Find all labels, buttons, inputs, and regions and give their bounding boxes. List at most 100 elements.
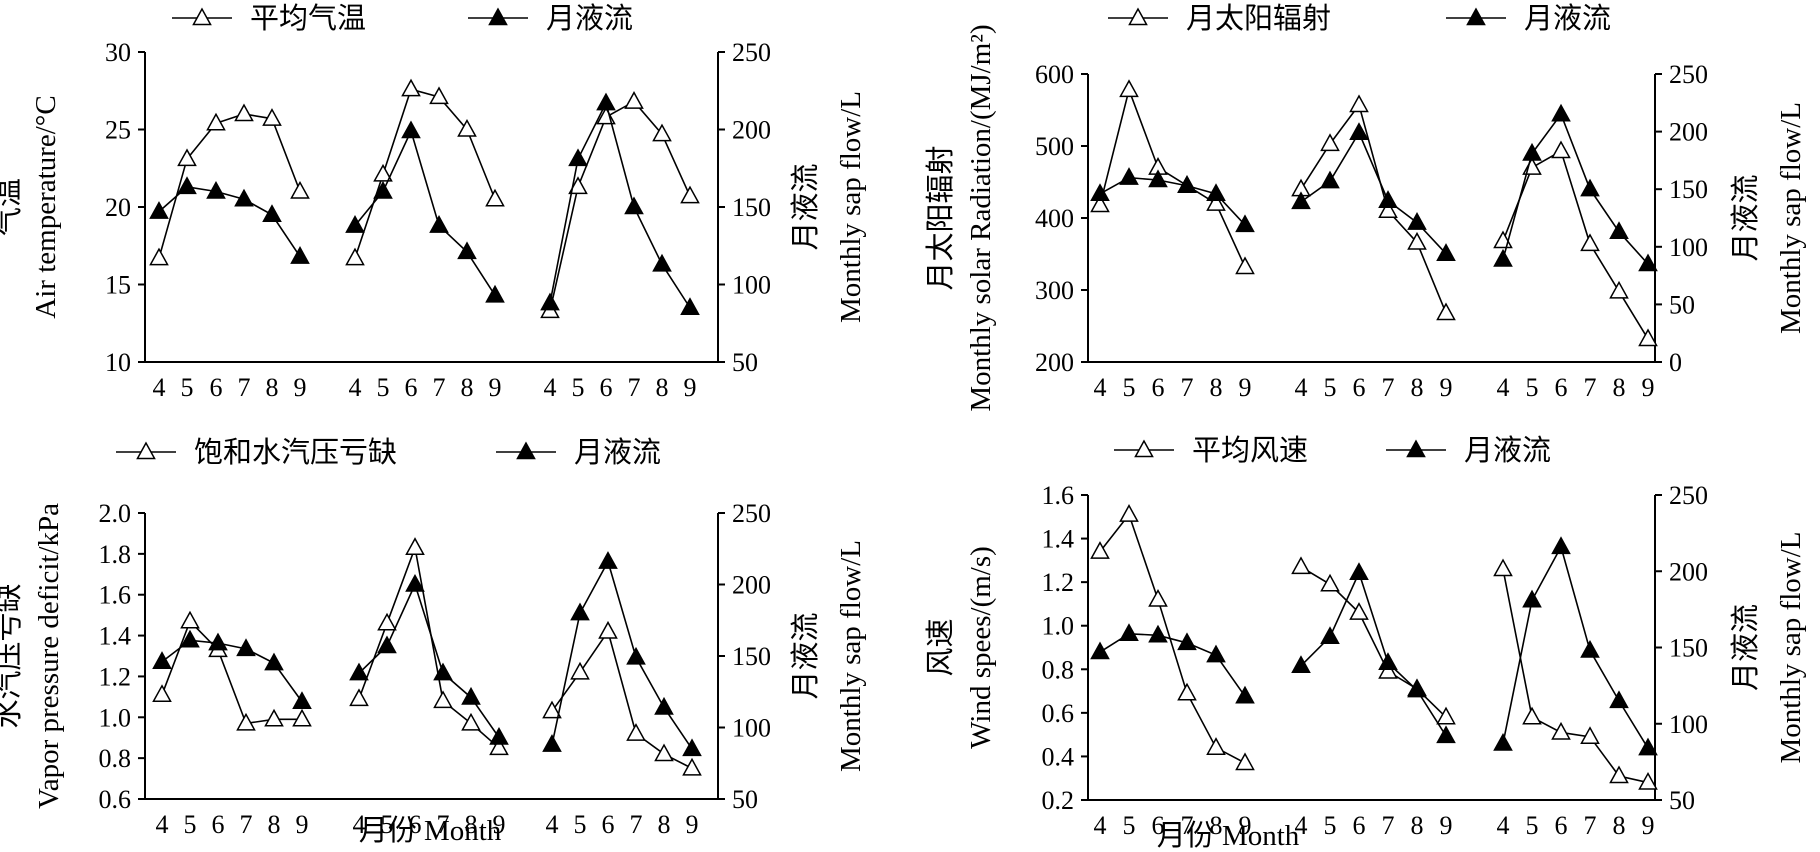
right-tick-label: 100 [732, 714, 771, 743]
data-point [1436, 243, 1456, 261]
data-point [680, 297, 700, 315]
right-tick-label: 50 [1669, 786, 1695, 815]
left-tick-label: 30 [105, 38, 131, 67]
data-point [461, 712, 481, 731]
x-tick-label: 5 [1526, 373, 1539, 402]
data-point [405, 573, 425, 592]
x-tick-label: 9 [1642, 373, 1655, 402]
x-tick-label: 7 [1181, 811, 1194, 840]
legend-label: 月液流 [574, 436, 661, 469]
left-tick-label: 1.0 [99, 703, 132, 732]
data-point [624, 196, 644, 215]
right-tick-label: 250 [732, 499, 771, 528]
x-tick-label: 6 [1152, 373, 1165, 402]
data-point [1090, 183, 1110, 202]
x-tick-label: 7 [238, 373, 251, 402]
x-tick-label: 4 [1497, 373, 1510, 402]
left-tick-label: 1.2 [1042, 568, 1075, 597]
data-point [1206, 644, 1226, 663]
data-point [1320, 626, 1340, 645]
x-tick-label: 8 [656, 373, 669, 402]
data-point [1609, 221, 1629, 240]
left-tick-label: 0.6 [99, 785, 132, 814]
series-line [158, 113, 301, 259]
legend-item: 饱和水汽压亏缺 [116, 436, 397, 469]
data-point [1148, 169, 1168, 188]
data-point [1609, 280, 1629, 299]
x-tick-label: 7 [433, 373, 446, 402]
legend-label: 平均风速 [1192, 434, 1308, 467]
x-tick-label: 8 [465, 810, 478, 839]
legend-item: 月液流 [468, 2, 633, 35]
x-tick-label: 5 [1123, 373, 1136, 402]
left-axis-title-en: Vapor pressure deficit/kPa [33, 503, 65, 809]
data-point [568, 176, 588, 195]
data-point [1148, 589, 1168, 607]
data-point [236, 638, 256, 657]
data-point [1638, 772, 1658, 790]
data-point [262, 108, 282, 126]
x-tick-label: 5 [381, 810, 394, 839]
data-point [489, 737, 509, 756]
right-tick-label: 200 [732, 571, 771, 600]
data-point [1580, 178, 1600, 197]
data-point [433, 662, 453, 681]
data-point [377, 635, 397, 654]
data-point [290, 180, 310, 199]
x-tick-label: 6 [210, 373, 223, 402]
data-point [1119, 79, 1139, 98]
x-tick-label: 4 [156, 810, 169, 839]
right-axis-title-en: Monthly sap flow/L [835, 91, 867, 323]
left-axis-title-cn: 水汽压亏缺 [0, 583, 25, 728]
data-point [1119, 504, 1139, 522]
x-tick-label: 5 [1324, 373, 1337, 402]
legend-label: 月液流 [1524, 2, 1611, 35]
data-point [1436, 706, 1456, 725]
data-point [1551, 536, 1571, 555]
legend-label: 平均气温 [250, 2, 366, 35]
data-point [1320, 133, 1340, 152]
data-point [1349, 122, 1369, 140]
data-point [373, 163, 393, 182]
series-line [551, 629, 693, 770]
left-tick-label: 2.0 [99, 499, 132, 528]
legend-label: 月液流 [546, 2, 633, 35]
data-point [1580, 233, 1600, 252]
x-tick-label: 7 [1382, 811, 1395, 840]
x-tick-label: 5 [1526, 811, 1539, 840]
right-tick-label: 50 [732, 785, 758, 814]
data-point [1291, 191, 1311, 210]
data-point [542, 734, 562, 752]
data-point [429, 215, 449, 233]
x-tick-label: 8 [1411, 811, 1424, 840]
left-tick-label: 500 [1035, 132, 1074, 161]
data-point [540, 292, 560, 311]
left-tick-label: 20 [105, 193, 131, 222]
data-point [1349, 602, 1369, 620]
right-axis-title-cn: 月液流 [1729, 174, 1762, 261]
data-point [1378, 652, 1398, 670]
series-climate [152, 537, 702, 776]
data-point [542, 700, 562, 719]
left-tick-label: 10 [105, 348, 131, 377]
data-point [1090, 641, 1110, 660]
right-tick-label: 100 [1669, 233, 1708, 262]
data-point [208, 632, 228, 651]
data-point [1206, 183, 1226, 202]
data-point [180, 629, 200, 648]
x-tick-label: 4 [1094, 373, 1107, 402]
series-climate [149, 78, 700, 319]
series-sap-flow [149, 92, 700, 315]
series-climate [1090, 79, 1658, 347]
data-point [405, 537, 425, 555]
x-tick-label: 6 [1555, 811, 1568, 840]
x-tick-label: 4 [349, 373, 362, 402]
right-tick-label: 100 [1669, 710, 1708, 739]
left-axis-title-cn: 气温 [0, 178, 25, 236]
data-point [1320, 573, 1340, 592]
left-tick-label: 200 [1035, 348, 1074, 377]
data-point [598, 620, 618, 639]
legend-marker [1406, 439, 1426, 458]
data-point [290, 246, 310, 264]
data-point [1522, 142, 1542, 161]
